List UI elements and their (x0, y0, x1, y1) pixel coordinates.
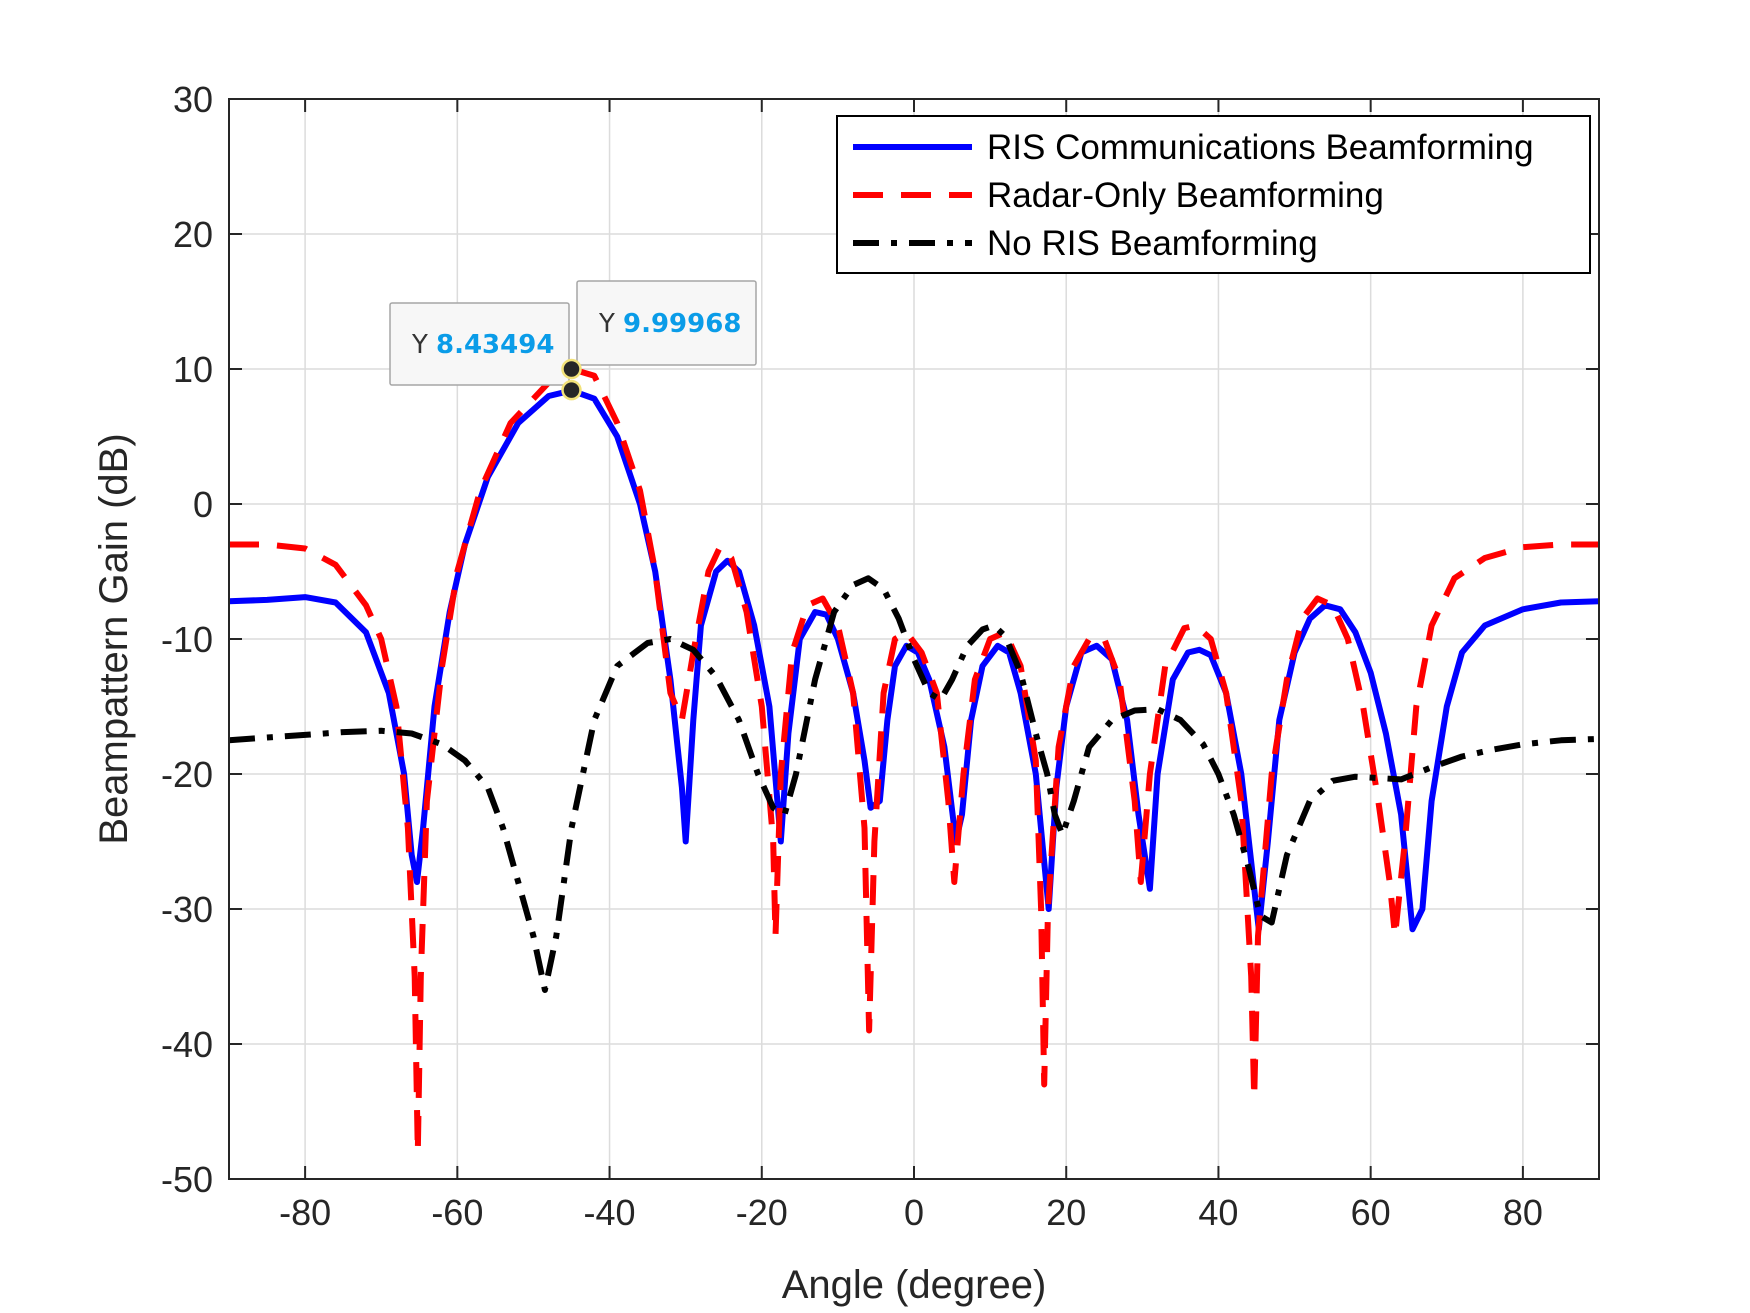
y-tick-label: 0 (193, 484, 213, 525)
series-line-2 (229, 366, 1599, 1155)
y-tick-label: -20 (161, 754, 213, 795)
datatips: Y 8.43494 Y 9.99968 (389, 280, 757, 401)
x-tick-label: 60 (1351, 1192, 1391, 1233)
y-axis-label: Beampattern Gain (dB) (92, 433, 136, 844)
legend-label-2: Radar-Only Beamforming (987, 176, 1384, 215)
series-line-3 (229, 575, 1599, 993)
x-tick-label: 20 (1046, 1192, 1086, 1233)
series-line-1 (229, 387, 1599, 933)
legend-label-1: RIS Communications Beamforming (987, 128, 1534, 167)
y-tick-label: 30 (173, 79, 213, 120)
y-tick-label: -50 (161, 1159, 213, 1200)
datatip-value: 8.43494 (436, 330, 554, 360)
y-tick-label: -10 (161, 619, 213, 660)
x-axis-label: Angle (degree) (782, 1263, 1047, 1307)
datatip-box-1 (389, 302, 570, 386)
ticks: -80 -60 -40 -20 0 20 40 60 80 -50 -40 -30 -20 -10 0 10 2… (161, 79, 1599, 1233)
x-tick-label: 40 (1198, 1192, 1238, 1233)
datatip-value: 9.99968 (623, 309, 741, 339)
datatip-key: Y (411, 330, 428, 360)
x-tick-label: -20 (736, 1192, 788, 1233)
datatip-box-2 (576, 280, 757, 366)
x-tick-label: 0 (904, 1192, 924, 1233)
series-layer (229, 366, 1599, 1155)
x-tick-label: 80 (1503, 1192, 1543, 1233)
datatip-marker-2[interactable] (561, 358, 582, 380)
legend: RIS Communications Beamforming Radar-Only… (836, 115, 1591, 274)
x-tick-label: -60 (431, 1192, 483, 1233)
datatip-key: Y (598, 309, 615, 339)
legend-label-3: No RIS Beamforming (987, 224, 1318, 263)
x-tick-label: -40 (584, 1192, 636, 1233)
y-tick-label: -30 (161, 889, 213, 930)
x-tick-label: -80 (279, 1192, 331, 1233)
datatip-marker-1[interactable] (561, 379, 582, 401)
y-tick-label: -40 (161, 1024, 213, 1065)
y-tick-label: 10 (173, 349, 213, 390)
y-tick-label: 20 (173, 214, 213, 255)
